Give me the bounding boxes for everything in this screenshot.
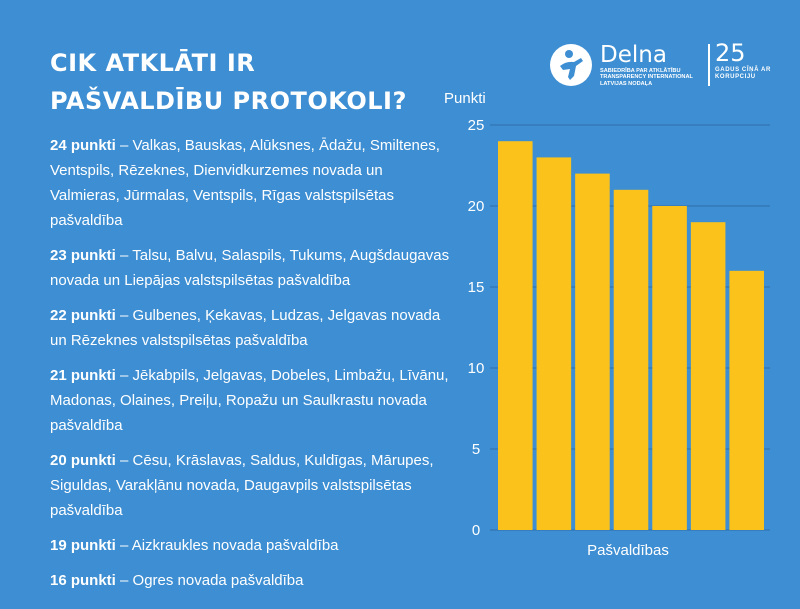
points-label: 22 punkti xyxy=(50,307,116,324)
municipalities-text: – Cēsu, Krāslavas, Saldus, Kuldīgas, Mār… xyxy=(50,452,434,519)
municipalities-text: – Gulbenes, Ķekavas, Ludzas, Jelgavas no… xyxy=(50,307,441,349)
logo-divider xyxy=(708,44,710,86)
logo-anniversary-number: 25 xyxy=(715,39,746,67)
y-tick-label: 0 xyxy=(472,522,480,539)
points-label: 23 punkti xyxy=(50,247,116,264)
delna-logo: Delna SABIEDRĪBA PAR ATKLĀTĪBU TRANSPARE… xyxy=(550,40,780,90)
points-label: 21 punkti xyxy=(50,367,116,384)
bar xyxy=(690,222,726,530)
points-label: 19 punkti xyxy=(50,537,116,554)
points-label: 16 punkti xyxy=(50,572,116,589)
logo-subtitle: SABIEDRĪBA PAR ATKLĀTĪBU TRANSPARENCY IN… xyxy=(600,68,693,87)
municipalities-text: – Aizkraukles novada pašvaldība xyxy=(115,537,339,554)
y-tick-label: 20 xyxy=(468,198,485,215)
bar xyxy=(613,189,649,531)
bar xyxy=(536,157,572,530)
list-item: 22 punkti – Gulbenes, Ķekavas, Ludzas, J… xyxy=(50,303,450,353)
delna-figure-icon xyxy=(550,44,592,86)
logo-anniversary-text: GADUS CĪŅĀ AR KORUPCIJU xyxy=(715,67,771,80)
y-tick-label: 25 xyxy=(468,117,485,134)
list-item: 21 punkti – Jēkabpils, Jelgavas, Dobeles… xyxy=(50,363,450,438)
score-list: 24 punkti – Valkas, Bauskas, Alūksnes, Ā… xyxy=(50,133,450,603)
list-item: 19 punkti – Aizkraukles novada pašvaldīb… xyxy=(50,533,450,558)
municipalities-text: – Jēkabpils, Jelgavas, Dobeles, Limbažu,… xyxy=(50,367,449,434)
logo-name: Delna xyxy=(600,42,667,68)
y-axis-ticks: 0 5 10 15 20 25 xyxy=(468,117,485,539)
bar xyxy=(498,141,533,530)
chart-bars xyxy=(498,141,764,531)
points-label: 24 punkti xyxy=(50,137,116,154)
list-item: 24 punkti – Valkas, Bauskas, Alūksnes, Ā… xyxy=(50,133,450,233)
bar xyxy=(652,206,687,530)
municipalities-text: – Talsu, Balvu, Salaspils, Tukums, Augšd… xyxy=(50,247,450,289)
page-title: CIK ATKLĀTI IR PAŠVALDĪBU PROTOKOLI? xyxy=(50,44,407,120)
y-axis-label: Punkti xyxy=(444,90,486,107)
x-axis-label: Pašvaldības xyxy=(587,542,669,559)
list-item: 16 punkti – Ogres novada pašvaldība xyxy=(50,568,450,593)
bar xyxy=(575,173,610,530)
y-tick-label: 10 xyxy=(468,360,485,377)
y-tick-label: 15 xyxy=(468,279,485,296)
title-line-1: CIK ATKLĀTI IR xyxy=(50,49,256,77)
list-item: 20 punkti – Cēsu, Krāslavas, Saldus, Kul… xyxy=(50,448,450,523)
points-label: 20 punkti xyxy=(50,452,116,469)
bar xyxy=(729,270,764,530)
y-tick-label: 5 xyxy=(472,441,480,458)
municipalities-text: – Ogres novada pašvaldība xyxy=(115,572,304,589)
list-item: 23 punkti – Talsu, Balvu, Salaspils, Tuk… xyxy=(50,243,450,293)
title-line-2: PAŠVALDĪBU PROTOKOLI? xyxy=(50,87,407,115)
municipalities-text: – Valkas, Bauskas, Alūksnes, Ādažu, Smil… xyxy=(50,137,440,229)
